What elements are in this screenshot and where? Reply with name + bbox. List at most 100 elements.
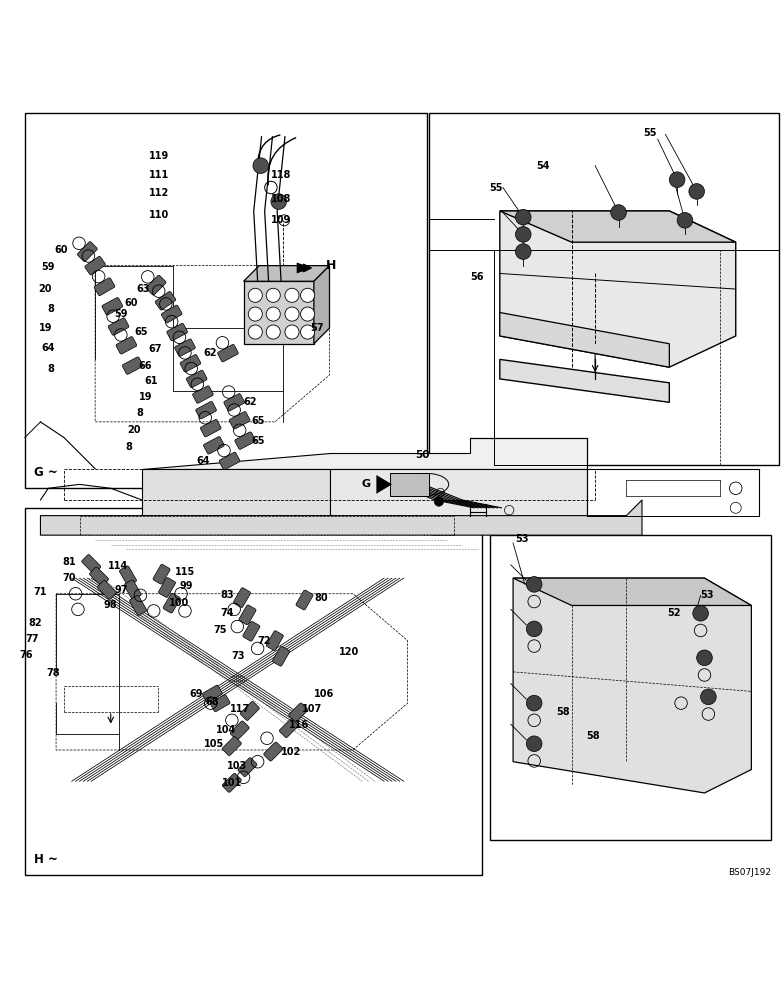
FancyBboxPatch shape: [201, 419, 221, 437]
FancyBboxPatch shape: [210, 695, 230, 712]
Text: 55: 55: [489, 183, 503, 193]
FancyBboxPatch shape: [102, 298, 122, 315]
FancyBboxPatch shape: [153, 564, 170, 584]
Polygon shape: [296, 263, 312, 273]
Text: 97: 97: [114, 585, 128, 595]
FancyBboxPatch shape: [158, 578, 176, 597]
Text: 76: 76: [19, 650, 33, 660]
Polygon shape: [513, 578, 751, 793]
FancyBboxPatch shape: [119, 566, 136, 586]
Text: 8: 8: [48, 304, 55, 314]
FancyBboxPatch shape: [234, 432, 256, 449]
Text: 80: 80: [314, 593, 328, 603]
Text: 64: 64: [41, 343, 55, 353]
Polygon shape: [390, 473, 430, 496]
FancyBboxPatch shape: [193, 386, 213, 403]
Text: 120: 120: [339, 647, 359, 657]
FancyBboxPatch shape: [146, 275, 166, 295]
Polygon shape: [513, 578, 751, 605]
FancyBboxPatch shape: [289, 703, 308, 722]
Text: 106: 106: [314, 689, 334, 699]
Text: 104: 104: [216, 725, 236, 735]
Text: 99: 99: [180, 581, 193, 591]
FancyBboxPatch shape: [94, 278, 115, 296]
Text: 78: 78: [46, 668, 60, 678]
Circle shape: [515, 244, 531, 259]
FancyBboxPatch shape: [240, 701, 260, 720]
Text: 111: 111: [149, 170, 169, 180]
Circle shape: [677, 213, 693, 228]
Circle shape: [249, 325, 263, 339]
Polygon shape: [500, 211, 735, 242]
Text: 58: 58: [586, 731, 601, 741]
Polygon shape: [500, 313, 670, 367]
FancyBboxPatch shape: [97, 580, 116, 599]
Text: 53: 53: [701, 590, 714, 600]
Text: 19: 19: [139, 392, 152, 402]
Text: 71: 71: [33, 587, 47, 597]
Text: 63: 63: [136, 284, 150, 294]
Circle shape: [526, 695, 542, 711]
Text: 66: 66: [138, 361, 151, 371]
FancyBboxPatch shape: [167, 323, 187, 341]
Circle shape: [267, 288, 281, 302]
Text: H: H: [325, 259, 336, 272]
Circle shape: [267, 325, 281, 339]
Polygon shape: [142, 438, 587, 469]
FancyBboxPatch shape: [238, 758, 257, 777]
Text: 59: 59: [41, 262, 55, 272]
Polygon shape: [244, 266, 329, 281]
Text: 119: 119: [149, 151, 169, 161]
FancyBboxPatch shape: [267, 631, 283, 651]
Circle shape: [693, 605, 709, 621]
Text: 19: 19: [38, 323, 53, 333]
Text: 115: 115: [175, 567, 195, 577]
Text: G: G: [361, 479, 371, 489]
Text: 61: 61: [144, 376, 158, 386]
Text: 107: 107: [302, 704, 322, 714]
FancyBboxPatch shape: [82, 555, 101, 574]
Circle shape: [300, 325, 314, 339]
Text: 68: 68: [205, 697, 219, 707]
Text: 73: 73: [231, 651, 245, 661]
Text: 74: 74: [220, 608, 234, 618]
Text: 67: 67: [148, 344, 162, 354]
Text: 69: 69: [190, 689, 203, 699]
Circle shape: [701, 689, 717, 705]
Polygon shape: [142, 469, 329, 516]
FancyBboxPatch shape: [230, 721, 249, 740]
Text: 70: 70: [62, 573, 75, 583]
FancyBboxPatch shape: [223, 737, 241, 756]
Text: 109: 109: [271, 215, 291, 225]
Polygon shape: [500, 359, 670, 402]
Text: 65: 65: [135, 327, 148, 337]
FancyBboxPatch shape: [202, 685, 222, 702]
Text: 54: 54: [536, 161, 550, 171]
Circle shape: [689, 184, 705, 199]
Text: 77: 77: [25, 634, 39, 644]
Text: 65: 65: [252, 416, 265, 426]
Circle shape: [285, 307, 299, 321]
Text: 112: 112: [149, 188, 169, 198]
Polygon shape: [244, 281, 314, 344]
Circle shape: [670, 172, 685, 188]
FancyBboxPatch shape: [243, 621, 260, 641]
Text: 57: 57: [310, 323, 324, 333]
Text: 20: 20: [38, 284, 53, 294]
Text: 20: 20: [127, 425, 140, 435]
Text: 110: 110: [149, 210, 169, 220]
Circle shape: [526, 736, 542, 752]
Circle shape: [515, 227, 531, 242]
FancyBboxPatch shape: [220, 452, 240, 470]
Circle shape: [300, 307, 314, 321]
Text: 116: 116: [289, 720, 309, 730]
Text: 8: 8: [125, 442, 132, 452]
Text: 62: 62: [203, 348, 216, 358]
Text: 60: 60: [54, 245, 67, 255]
FancyBboxPatch shape: [163, 593, 180, 613]
Text: 55: 55: [643, 128, 656, 138]
FancyBboxPatch shape: [234, 588, 251, 608]
Circle shape: [526, 621, 542, 637]
FancyBboxPatch shape: [124, 580, 141, 600]
FancyBboxPatch shape: [218, 344, 238, 362]
